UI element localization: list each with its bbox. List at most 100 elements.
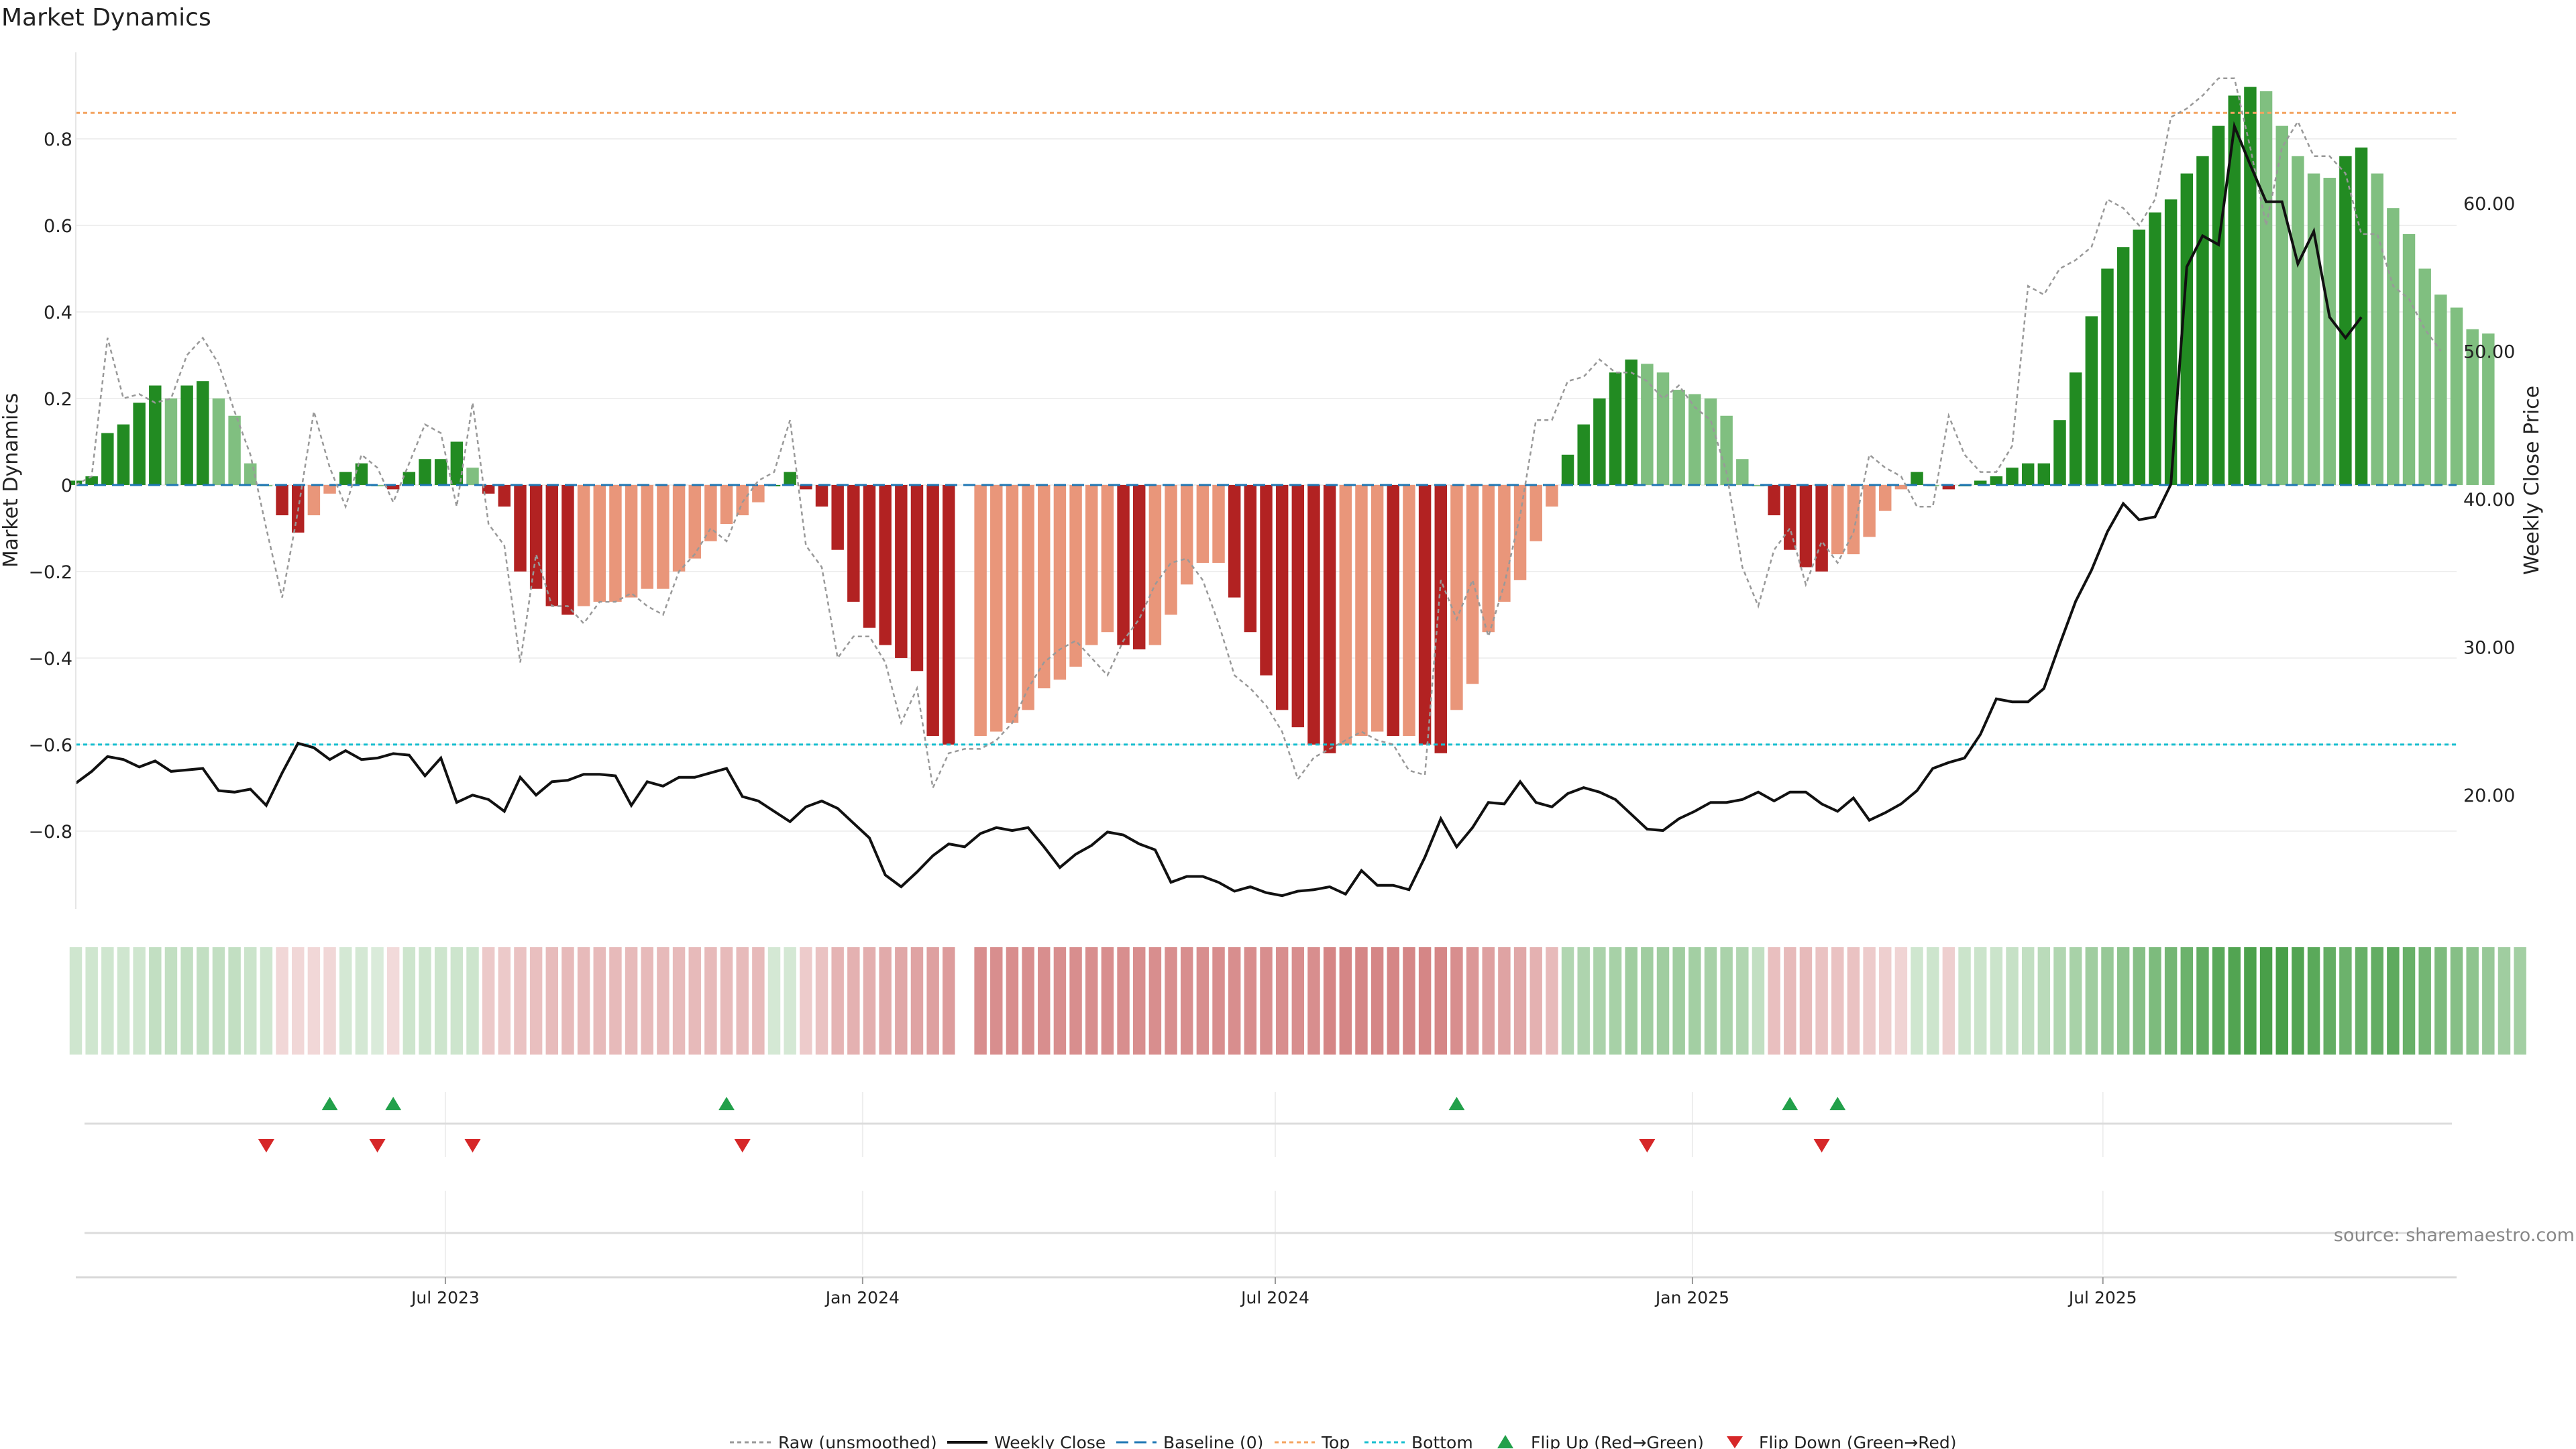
heatmap-cell [831, 947, 844, 1055]
md-bar [2355, 147, 2368, 485]
heatmap-cell [657, 947, 669, 1055]
y2-tick-label: 20.00 [2463, 786, 2515, 806]
md-bar [2244, 87, 2257, 485]
x-tick-label: Jul 2024 [1240, 1288, 1309, 1307]
md-bar [831, 484, 844, 550]
md-bar [863, 484, 876, 628]
md-bar [1815, 484, 1828, 572]
md-bar [974, 484, 987, 737]
heatmap-cell [800, 947, 812, 1055]
heatmap-cell [1212, 947, 1225, 1055]
y-tick-label: −0.4 [28, 649, 72, 669]
heatmap-cell [1387, 947, 1400, 1055]
md-bar [228, 415, 241, 485]
heatmap-cell [2323, 947, 2336, 1055]
md-bar [2339, 156, 2352, 485]
heatmap-cell [529, 947, 543, 1055]
md-bar [1990, 476, 2003, 485]
heatmap-cell [1228, 947, 1241, 1055]
legend-label-top: Top [1321, 1433, 1350, 1449]
heatmap-cell [815, 947, 828, 1055]
heatmap-cell [1720, 947, 1733, 1055]
md-bar [133, 402, 146, 485]
heatmap-cell [1022, 947, 1034, 1055]
heatmap-cell [863, 947, 876, 1055]
legend-label-flip-up: Flip Up (Red→Green) [1531, 1433, 1704, 1449]
md-bar [276, 484, 288, 516]
md-bar [1625, 359, 1638, 485]
md-bar [2450, 307, 2463, 485]
heatmap-cell [1323, 947, 1336, 1055]
md-bar [1863, 484, 1876, 537]
heatmap-cell [2021, 947, 2035, 1055]
flip-down-marker [369, 1139, 386, 1152]
x-tick-label: Jul 2023 [410, 1288, 480, 1307]
md-bar [1006, 484, 1019, 723]
heatmap-cell [117, 947, 130, 1055]
md-bar [1323, 484, 1336, 753]
md-bar [514, 484, 527, 572]
md-bar [2387, 208, 2400, 485]
heatmap-cell [1768, 947, 1780, 1055]
legend-label-weekly-close: Weekly Close [994, 1433, 1106, 1449]
flip-down-marker [464, 1139, 481, 1152]
y-axis-left-label: Market Dynamics [0, 393, 23, 568]
md-bar [2069, 372, 2082, 485]
heatmap-cell [180, 947, 193, 1055]
heatmap-cell [1656, 947, 1670, 1055]
md-bar [2418, 268, 2431, 485]
md-bar [1752, 484, 1765, 486]
heatmap-cell [1339, 947, 1352, 1055]
md-bar [212, 398, 225, 485]
md-bar [2133, 229, 2146, 485]
heatmap-cell [1831, 947, 1844, 1055]
heatmap-cell [1291, 947, 1305, 1055]
md-bar [1513, 484, 1527, 580]
md-bar [910, 484, 924, 672]
reference-lines [76, 111, 2457, 746]
flip-up-marker [385, 1097, 402, 1110]
heatmap-cell [419, 947, 431, 1055]
heatmap-cell [101, 947, 114, 1055]
md-bar [2116, 247, 2130, 485]
heatmap-cell [1815, 947, 1828, 1055]
heatmap-cell [672, 947, 686, 1055]
heatmap-cell [1117, 947, 1130, 1055]
legend-item-top: Top [1275, 1433, 1350, 1449]
md-bar [2053, 420, 2066, 485]
md-bar [1847, 484, 1860, 555]
md-bar [1450, 484, 1463, 710]
md-bar [1418, 484, 1432, 745]
heatmap-cell [545, 947, 559, 1055]
md-bar [529, 484, 543, 589]
heatmap-cell [2339, 947, 2352, 1055]
md-bar [164, 398, 178, 485]
heatmap-cell [2180, 947, 2194, 1055]
md-bar [1244, 484, 1257, 633]
heatmap-cell [1546, 947, 1558, 1055]
md-bar [609, 484, 622, 602]
heatmap-cell [69, 947, 83, 1055]
heatmap-cell [879, 947, 892, 1055]
y2-tick-label: 60.00 [2463, 194, 2515, 215]
heatmap-cell [371, 947, 384, 1055]
md-bar [752, 484, 765, 502]
y-tick-label: 0 [61, 476, 72, 496]
heatmap-strip [69, 947, 2526, 1055]
md-bar [879, 484, 892, 645]
heatmap-cell [1418, 947, 1432, 1055]
md-bar [1434, 484, 1447, 753]
md-bar [895, 484, 908, 658]
md-bar [2085, 316, 2098, 485]
legend-item-flip-down: Flip Down (Green→Red) [1727, 1433, 1957, 1449]
md-bar [1085, 484, 1098, 645]
y2-tick-label: 40.00 [2463, 490, 2515, 511]
md-bar [1355, 484, 1368, 737]
md-bar [2037, 463, 2051, 485]
flip-down-marker [1639, 1139, 1656, 1152]
flip-grid [444, 1092, 2104, 1275]
md-bar [323, 484, 336, 494]
x-axis-ticks: Jul 2023 Jan 2024 Jul 2024 Jan 2025 Jul 2025 [410, 1277, 2137, 1307]
md-bar [149, 385, 162, 485]
